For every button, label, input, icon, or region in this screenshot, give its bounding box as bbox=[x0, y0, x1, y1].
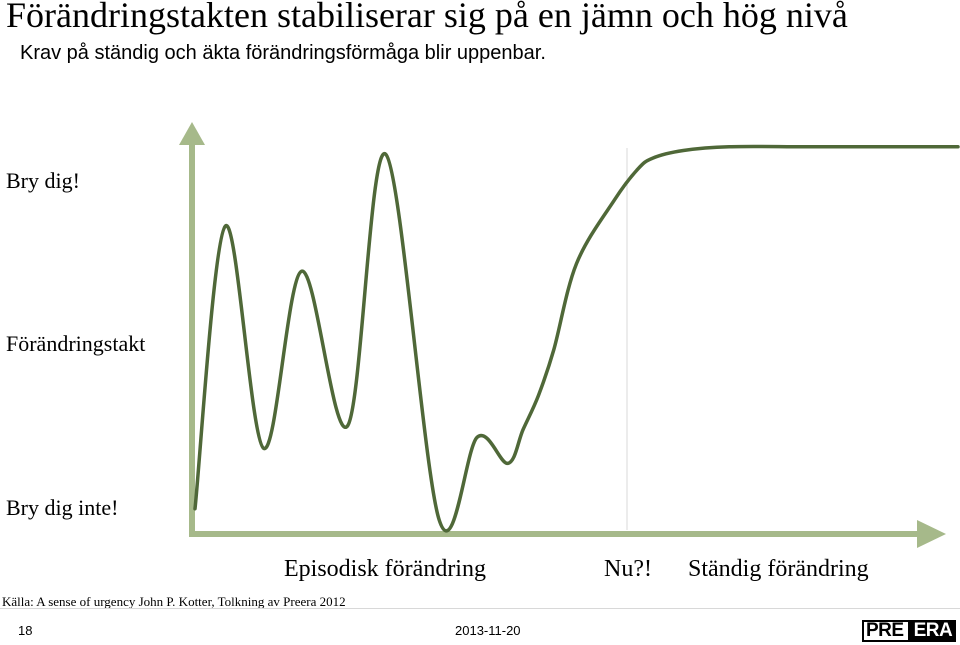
y-axis-arrowhead bbox=[179, 122, 205, 145]
slide-date: 2013-11-20 bbox=[455, 623, 521, 638]
preera-logo: PRE ERA bbox=[862, 620, 957, 642]
x-region-label-continuous: Ständig förändring bbox=[688, 556, 869, 582]
logo-text-left: PRE bbox=[862, 620, 910, 642]
footer-divider bbox=[0, 608, 960, 609]
x-axis-arrowhead bbox=[917, 520, 946, 548]
y-bottom-label: Bry dig inte! bbox=[6, 495, 119, 520]
slide-subtitle: Krav på ständig och äkta förändringsförm… bbox=[20, 42, 546, 64]
x-region-label-now: Nu?! bbox=[604, 556, 652, 582]
series-line bbox=[193, 144, 960, 533]
slide-title: Förändringstakten stabiliserar sig på en… bbox=[6, 0, 848, 35]
slide-number: 18 bbox=[18, 623, 33, 638]
logo-text-right: ERA bbox=[909, 620, 957, 642]
x-region-label-episodic: Episodisk förändring bbox=[284, 556, 486, 582]
source-citation: Källa: A sense of urgency John P. Kotter… bbox=[2, 594, 346, 609]
y-axis-label: Förändringstakt bbox=[6, 331, 146, 356]
y-top-label: Bry dig! bbox=[6, 168, 80, 193]
